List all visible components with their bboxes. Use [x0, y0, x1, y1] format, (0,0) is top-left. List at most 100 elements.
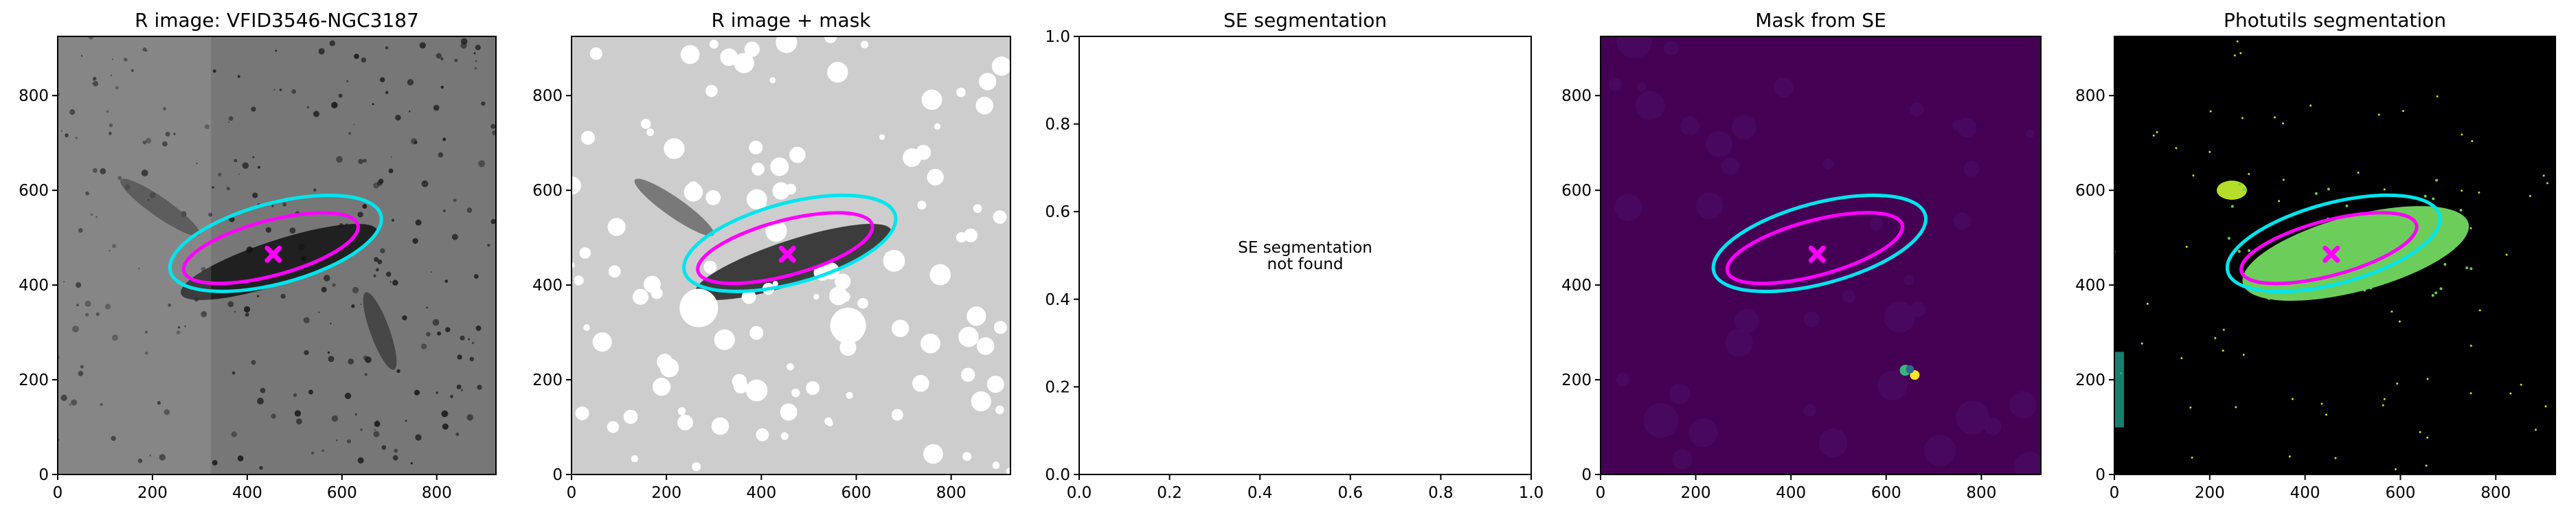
star: [85, 191, 89, 196]
star: [360, 428, 363, 431]
faint-blob: [1823, 159, 1834, 170]
star: [412, 238, 418, 244]
speck: [2291, 398, 2294, 400]
star: [273, 89, 275, 91]
y-tick-label: 0: [552, 466, 563, 484]
star: [80, 54, 83, 57]
star: [468, 338, 471, 341]
speck: [2505, 253, 2508, 256]
faint-blob: [1957, 117, 1977, 137]
speck: [2237, 250, 2241, 253]
speck: [2357, 171, 2360, 174]
speck: [2394, 468, 2397, 470]
star: [410, 138, 418, 145]
mask-blob: [772, 182, 790, 200]
star: [251, 360, 256, 365]
x-tick-label: 0.4: [1247, 484, 1273, 502]
mask-blob: [964, 228, 978, 242]
star: [373, 274, 376, 277]
mask-blob: [967, 306, 986, 326]
speck: [2363, 288, 2366, 292]
x-tick-label: 600: [1871, 484, 1901, 502]
mask-blob: [962, 452, 972, 461]
star: [228, 116, 234, 121]
faint-blob: [1614, 194, 1642, 221]
speck: [2383, 188, 2386, 191]
star: [201, 310, 207, 317]
y-tick-label: 600: [532, 182, 563, 200]
star: [308, 389, 313, 395]
speck: [2544, 405, 2547, 408]
star: [163, 107, 167, 111]
star: [95, 312, 100, 317]
star: [415, 434, 422, 441]
star: [245, 312, 249, 317]
mask-blob: [956, 232, 967, 243]
star: [348, 358, 354, 365]
speck: [2471, 140, 2474, 143]
aperture-ellipse: [682, 193, 898, 293]
x-tick-label: 200: [137, 484, 168, 502]
speck: [2352, 240, 2355, 243]
x-tick-label: 200: [2195, 484, 2225, 502]
star: [60, 130, 63, 132]
star: [363, 159, 367, 163]
mask-blob: [806, 381, 820, 396]
star: [373, 182, 379, 189]
speck: [2391, 255, 2395, 259]
mask-blob: [734, 52, 754, 73]
speck: [2546, 182, 2549, 185]
speck: [2325, 413, 2327, 416]
star: [426, 332, 431, 336]
star: [78, 371, 84, 376]
mask-blob: [879, 134, 885, 140]
aperture-ellipse: [696, 211, 874, 286]
star: [389, 281, 392, 283]
star: [110, 74, 113, 77]
star: [131, 69, 134, 72]
star: [163, 409, 170, 415]
x-tick-label: 0: [567, 484, 577, 502]
star: [294, 410, 302, 417]
y-tick-label: 800: [19, 87, 49, 105]
mask-blob: [770, 157, 789, 176]
annotation: SE segmentation: [1238, 239, 1372, 257]
star: [331, 415, 339, 422]
star: [72, 325, 79, 333]
speck: [2436, 95, 2439, 98]
star: [426, 306, 429, 309]
star: [461, 389, 463, 391]
star: [257, 295, 260, 297]
speck: [2425, 464, 2428, 467]
mask-blob: [927, 168, 944, 186]
speck: [2394, 241, 2397, 244]
speck: [2282, 179, 2285, 181]
star: [259, 466, 263, 470]
speck: [2424, 262, 2427, 266]
faint-blob: [2009, 391, 2037, 419]
aperture-ellipse: [181, 211, 360, 286]
speck: [2377, 113, 2380, 116]
speck: [2339, 256, 2342, 260]
star: [106, 110, 109, 113]
y-tick-label: 0.0: [1045, 466, 1070, 484]
star: [390, 156, 392, 158]
plot-area: [2114, 36, 2555, 474]
star: [234, 310, 236, 313]
star: [168, 304, 172, 307]
star: [438, 152, 444, 158]
star: [271, 205, 274, 207]
mask-blob: [608, 265, 621, 278]
faint-blob: [1725, 329, 1753, 357]
faint-blob: [1910, 102, 1924, 117]
star: [445, 327, 451, 332]
speck: [2192, 174, 2195, 177]
star: [388, 168, 394, 174]
star: [377, 259, 383, 264]
mask-blob: [971, 391, 991, 412]
y-tick-label: 600: [1561, 182, 1592, 200]
star: [357, 211, 363, 218]
star: [218, 172, 222, 176]
speck: [2191, 456, 2193, 459]
mask-blob: [679, 288, 719, 328]
